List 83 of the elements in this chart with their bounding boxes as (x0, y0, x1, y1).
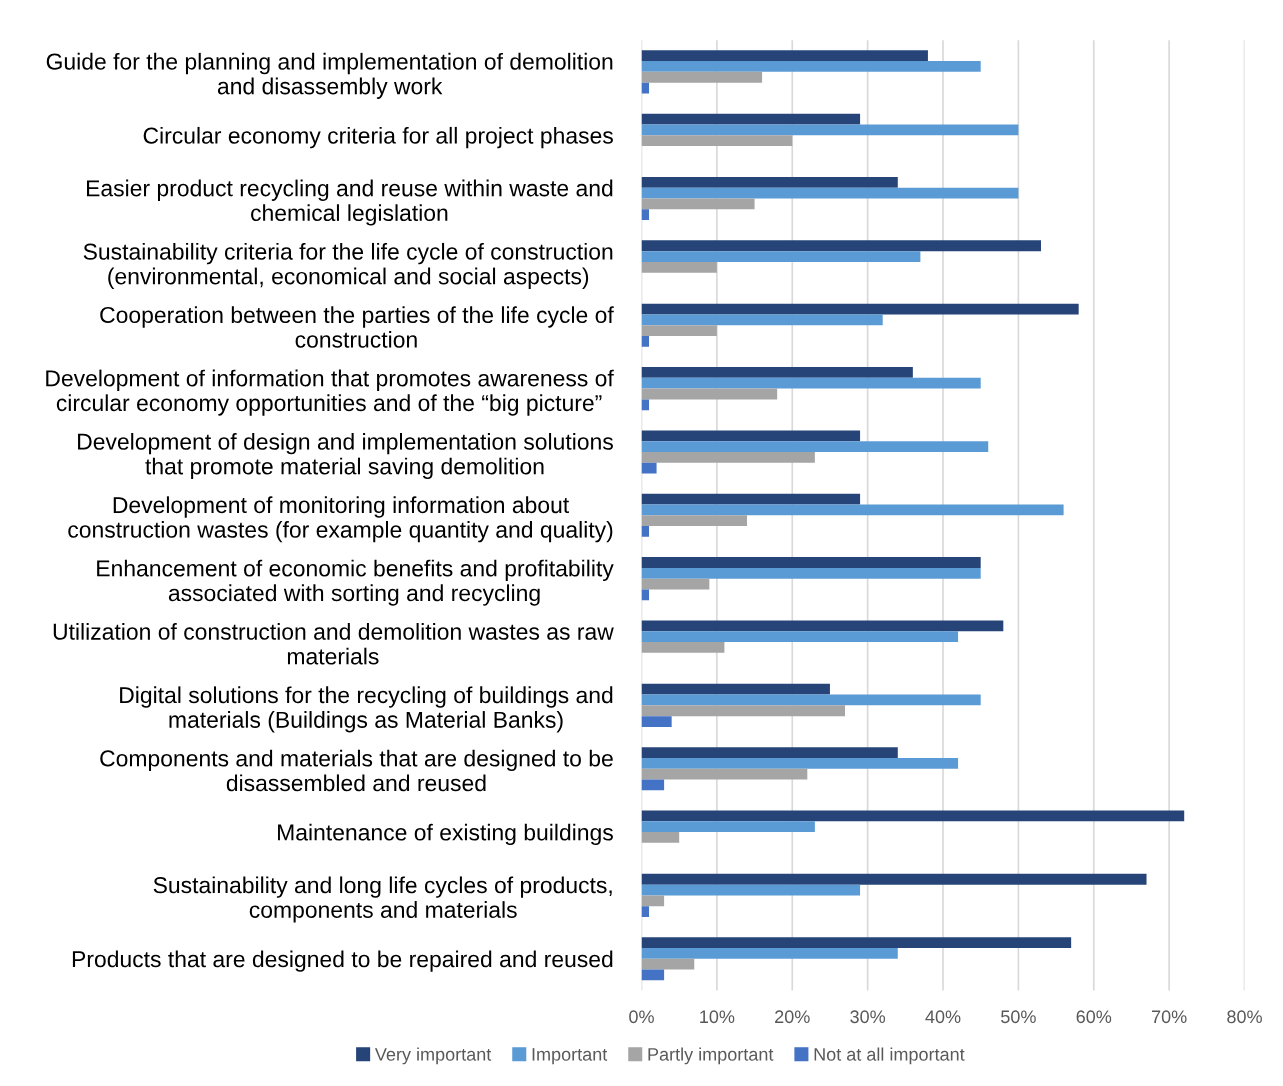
x-tick-label: 40% (925, 1010, 961, 1024)
bar (641, 589, 650, 601)
bar (641, 969, 665, 981)
bar (641, 336, 650, 347)
legend-label: Very important (374, 1047, 492, 1065)
bar (641, 768, 808, 780)
bar (641, 958, 695, 970)
bar (641, 683, 830, 695)
y-tick-label: Guide for the planning and implementation of demolition and disassembly work (46, 52, 613, 99)
bar (641, 71, 763, 83)
bar (641, 694, 981, 706)
bar (641, 177, 898, 188)
y-tick-label: Cooperation between the parties of the life cycle of construction (100, 306, 614, 348)
legend-label: Not at all important (814, 1047, 965, 1065)
bar (641, 209, 650, 221)
bar (641, 515, 748, 527)
y-tick-label: Utilization of construction and demolition wastes as raw materials (53, 623, 614, 665)
bar (641, 325, 717, 337)
bar (641, 367, 913, 378)
bar (641, 873, 1147, 885)
y-tick-label: Circular economy criteria for all project phases (143, 126, 613, 149)
bar (641, 61, 981, 72)
x-tick-label: 20% (775, 1010, 810, 1024)
y-tick-label: Products that are designed to be repaired and reused (72, 950, 613, 972)
bar (641, 388, 778, 400)
x-tick-label: 0% (629, 1010, 654, 1024)
bar (641, 832, 680, 843)
y-tick-label: Digital solutions for the recycling of buildings and materials (Buildings as Material Banks) (120, 686, 613, 733)
bar (641, 198, 755, 210)
y-tick-label: Maintenance of existing buildings (278, 823, 613, 846)
legend-label: Important (532, 1048, 608, 1065)
y-tick-label: Enhancement of economic benefits and profitability associated with sorting and recycling (97, 559, 614, 606)
bar (641, 462, 657, 474)
bar (641, 747, 898, 758)
y-tick-label: Development of design and implementation solutions that promote material saving demolition (78, 432, 613, 480)
bar (641, 430, 861, 442)
bar (641, 314, 883, 326)
bar (641, 821, 815, 833)
y-tick-label: Sustainability criteria for the life cycle of construction (environmental, economical and social aspects) (83, 242, 613, 289)
y-tick-label: Development of information that promotes awareness of circular economy opportunities and of the “big picture” (46, 369, 614, 416)
bar (641, 631, 959, 643)
bar (641, 399, 650, 411)
bar (641, 113, 861, 125)
bar (641, 884, 861, 896)
bar (641, 261, 717, 273)
bar (641, 251, 921, 262)
y-tick-label: Sustainability and long life cycles of products, components and materials (153, 876, 612, 923)
bar (641, 810, 1185, 822)
bar (641, 240, 1041, 252)
bar (641, 620, 1004, 632)
bar (641, 377, 981, 389)
y-tick-label: Development of monitoring information about construction wastes (for example quantity and quality) (68, 496, 613, 543)
bar (641, 895, 665, 907)
bar (641, 441, 989, 452)
y-tick-label: Components and materials that are designed to be disassembled and reused (100, 749, 613, 792)
y-tick-label: Easier product recycling and reuse within waste and chemical legislation (87, 179, 613, 226)
bar (641, 451, 815, 463)
bar (641, 557, 981, 568)
x-tick-label: 70% (1151, 1010, 1187, 1024)
bar (641, 504, 1064, 516)
bar (641, 578, 710, 590)
bar (641, 947, 898, 959)
bar (641, 526, 650, 537)
bar (641, 937, 1072, 948)
bar (641, 50, 928, 62)
bar (641, 779, 665, 791)
x-tick-label: 50% (1001, 1010, 1036, 1024)
bar (641, 187, 1019, 199)
x-tick-label: 30% (850, 1010, 886, 1024)
x-tick-label: 60% (1076, 1010, 1112, 1024)
bar (641, 716, 672, 727)
x-tick-label: 10% (700, 1010, 735, 1024)
bar (641, 567, 981, 579)
bar (641, 642, 725, 653)
bar (641, 757, 959, 769)
x-tick-label: 80% (1227, 1010, 1262, 1024)
legend-label: Partly important (648, 1047, 774, 1065)
bar (641, 493, 861, 505)
bar (641, 906, 650, 917)
bar (641, 124, 1019, 136)
bar (641, 705, 846, 717)
bar (641, 303, 1079, 315)
bar (641, 135, 793, 146)
